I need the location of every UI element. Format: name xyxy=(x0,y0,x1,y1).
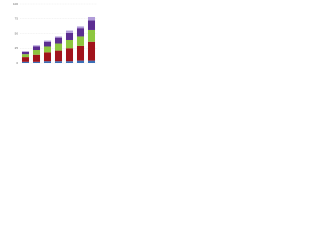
chart: 0 25 50 75 100 xyxy=(13,2,97,65)
bar-segment xyxy=(76,28,85,37)
bar-segment xyxy=(87,16,96,21)
bar-segment xyxy=(87,29,96,42)
bar-segment xyxy=(21,51,30,55)
bar-segment xyxy=(43,41,52,47)
bar-segment xyxy=(87,60,96,63)
bar-segment xyxy=(54,43,63,51)
bar-segment xyxy=(21,57,30,62)
bar-segment xyxy=(76,60,85,63)
bar-segment xyxy=(76,45,85,61)
bar-segment xyxy=(65,39,74,49)
bar-segment xyxy=(65,48,74,62)
bar-segment xyxy=(54,36,63,38)
bar-segment xyxy=(65,61,74,63)
bar-segment xyxy=(32,46,41,51)
bar-segment xyxy=(54,50,63,62)
bar-segment xyxy=(43,61,52,63)
y-tick-label: 100 xyxy=(13,2,18,6)
bar-segment xyxy=(32,45,41,47)
bar-segment xyxy=(32,50,41,55)
y-tick-label: 0 xyxy=(16,61,18,65)
y-tick-label: 25 xyxy=(15,46,19,50)
bar-segment xyxy=(43,46,52,53)
bar-segment xyxy=(43,40,52,42)
y-tick-label: 50 xyxy=(15,31,19,35)
y-tick-label: 75 xyxy=(15,17,19,21)
bar-segment xyxy=(21,51,30,52)
bar-segment xyxy=(43,52,52,62)
bar-segment xyxy=(21,61,30,63)
bar-segment xyxy=(76,36,85,46)
bar-segment xyxy=(21,54,30,58)
bar-segment xyxy=(65,32,74,40)
bar-segment xyxy=(32,54,41,62)
bar-segment xyxy=(76,26,85,29)
bar-segment xyxy=(87,20,96,30)
bar-segment xyxy=(32,61,41,63)
bar-segment xyxy=(54,37,63,44)
bar-segment xyxy=(54,61,63,63)
bar-segment xyxy=(65,30,74,33)
page: {"chart_data": {"type": "stacked-bar", "… xyxy=(0,0,320,71)
bar-segment xyxy=(87,41,96,61)
